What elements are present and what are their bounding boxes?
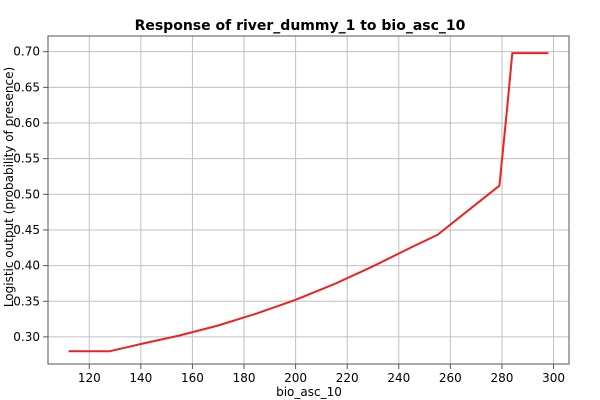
y-axis-label: Logistic output (probability of presence… — [2, 67, 16, 307]
y-tick-label: 0.30 — [13, 330, 40, 344]
series-line — [68, 52, 549, 353]
chart-title: Response of river_dummy_1 to bio_asc_10 — [135, 18, 466, 34]
y-tick-label: 0.35 — [13, 294, 40, 308]
x-axis-label: bio_asc_10 — [276, 385, 342, 399]
y-tick-label: 0.60 — [13, 116, 40, 130]
y-tick-label: 0.50 — [13, 187, 40, 201]
x-tick-label: 120 — [78, 371, 101, 385]
y-axis: 0.30 0.35 0.40 0.45 0.50 0.55 0.60 0.65 0.70 — [13, 45, 48, 344]
x-tick-label: 180 — [233, 371, 256, 385]
x-axis: 120 140 160 180 200 220 240 260 280 300 — [78, 364, 565, 385]
y-tick-label: 0.45 — [13, 223, 40, 237]
x-tick-label: 280 — [490, 371, 513, 385]
plot-frame — [47, 35, 570, 365]
x-tick-label: 260 — [439, 371, 462, 385]
x-tick-label: 240 — [387, 371, 410, 385]
y-tick-label: 0.70 — [13, 45, 40, 59]
x-tick-label: 140 — [129, 371, 152, 385]
y-tick-label: 0.40 — [13, 259, 40, 273]
x-tick-label: 220 — [336, 371, 359, 385]
x-tick-label: 160 — [181, 371, 204, 385]
x-tick-label: 300 — [542, 371, 565, 385]
series-group — [68, 52, 549, 353]
y-tick-label: 0.65 — [13, 80, 40, 94]
grid — [48, 36, 569, 364]
y-tick-label: 0.55 — [13, 152, 40, 166]
x-tick-label: 200 — [284, 371, 307, 385]
